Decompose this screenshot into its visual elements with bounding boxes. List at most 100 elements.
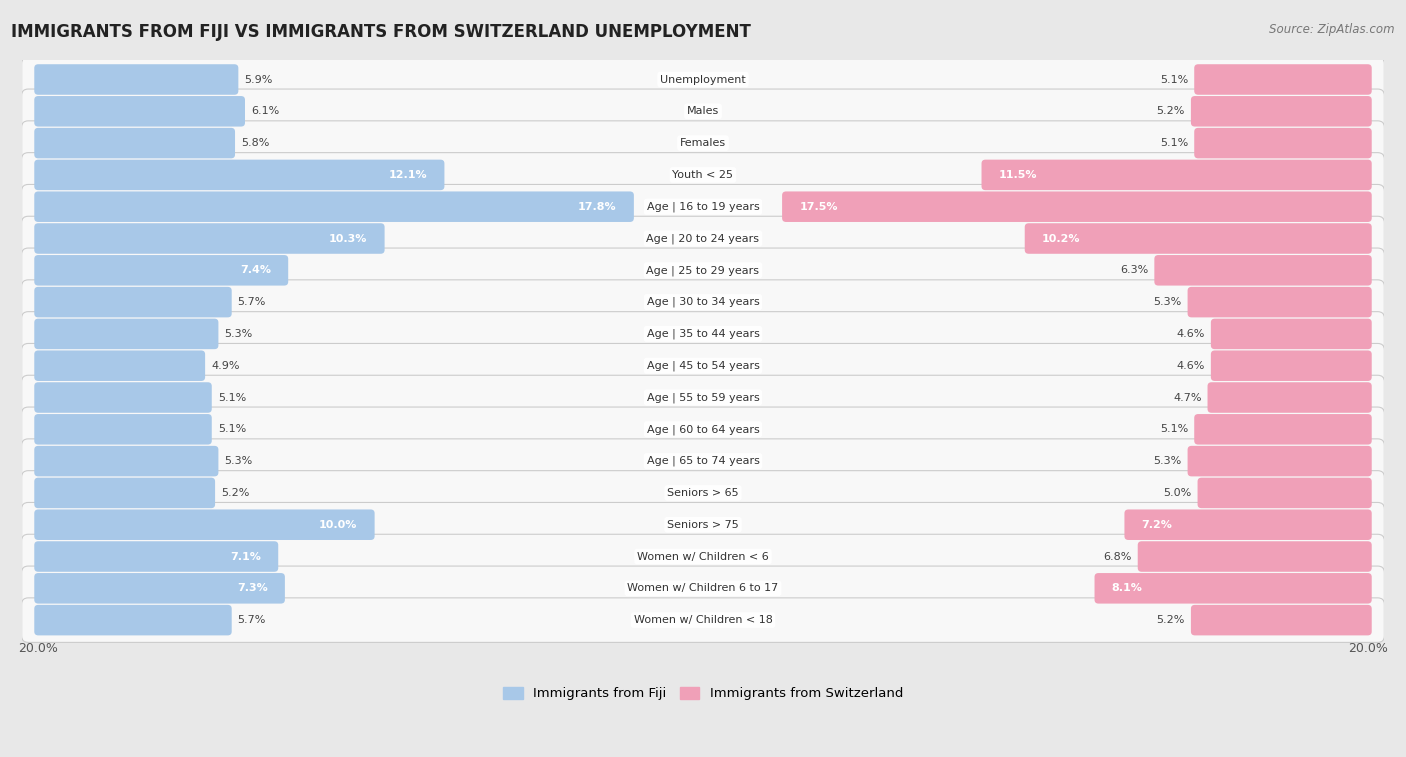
Text: 7.2%: 7.2% bbox=[1142, 520, 1173, 530]
FancyBboxPatch shape bbox=[1125, 509, 1372, 540]
FancyBboxPatch shape bbox=[21, 534, 1385, 579]
FancyBboxPatch shape bbox=[21, 248, 1385, 292]
Text: 6.1%: 6.1% bbox=[252, 106, 280, 117]
Text: 12.1%: 12.1% bbox=[388, 170, 427, 180]
Text: 5.7%: 5.7% bbox=[238, 297, 266, 307]
FancyBboxPatch shape bbox=[1191, 605, 1372, 635]
Text: Females: Females bbox=[681, 138, 725, 148]
FancyBboxPatch shape bbox=[1211, 350, 1372, 381]
FancyBboxPatch shape bbox=[34, 350, 205, 381]
Text: 11.5%: 11.5% bbox=[998, 170, 1038, 180]
Text: IMMIGRANTS FROM FIJI VS IMMIGRANTS FROM SWITZERLAND UNEMPLOYMENT: IMMIGRANTS FROM FIJI VS IMMIGRANTS FROM … bbox=[11, 23, 751, 41]
Text: Women w/ Children < 18: Women w/ Children < 18 bbox=[634, 615, 772, 625]
FancyBboxPatch shape bbox=[34, 414, 212, 444]
Text: Women w/ Children < 6: Women w/ Children < 6 bbox=[637, 552, 769, 562]
Text: 4.7%: 4.7% bbox=[1173, 393, 1202, 403]
FancyBboxPatch shape bbox=[34, 478, 215, 508]
Text: 5.3%: 5.3% bbox=[1153, 456, 1181, 466]
Text: 5.2%: 5.2% bbox=[1157, 615, 1185, 625]
FancyBboxPatch shape bbox=[1194, 64, 1372, 95]
FancyBboxPatch shape bbox=[34, 64, 239, 95]
Text: 5.8%: 5.8% bbox=[240, 138, 270, 148]
Text: Males: Males bbox=[688, 106, 718, 117]
FancyBboxPatch shape bbox=[21, 407, 1385, 452]
FancyBboxPatch shape bbox=[21, 375, 1385, 420]
FancyBboxPatch shape bbox=[21, 89, 1385, 133]
Text: Age | 16 to 19 years: Age | 16 to 19 years bbox=[647, 201, 759, 212]
Text: 5.1%: 5.1% bbox=[218, 393, 246, 403]
FancyBboxPatch shape bbox=[1025, 223, 1372, 254]
FancyBboxPatch shape bbox=[1188, 446, 1372, 476]
FancyBboxPatch shape bbox=[34, 128, 235, 158]
Text: Age | 65 to 74 years: Age | 65 to 74 years bbox=[647, 456, 759, 466]
Text: 5.0%: 5.0% bbox=[1163, 488, 1191, 498]
FancyBboxPatch shape bbox=[1094, 573, 1372, 603]
FancyBboxPatch shape bbox=[1188, 287, 1372, 317]
Text: 5.7%: 5.7% bbox=[238, 615, 266, 625]
Text: 5.1%: 5.1% bbox=[1160, 74, 1188, 85]
FancyBboxPatch shape bbox=[34, 446, 218, 476]
Text: Age | 25 to 29 years: Age | 25 to 29 years bbox=[647, 265, 759, 276]
FancyBboxPatch shape bbox=[34, 382, 212, 413]
Text: Age | 20 to 24 years: Age | 20 to 24 years bbox=[647, 233, 759, 244]
FancyBboxPatch shape bbox=[34, 192, 634, 222]
Text: 10.0%: 10.0% bbox=[319, 520, 357, 530]
FancyBboxPatch shape bbox=[1198, 478, 1372, 508]
Text: 5.1%: 5.1% bbox=[1160, 138, 1188, 148]
FancyBboxPatch shape bbox=[1208, 382, 1372, 413]
Text: 7.4%: 7.4% bbox=[240, 265, 271, 276]
Text: 5.9%: 5.9% bbox=[245, 74, 273, 85]
FancyBboxPatch shape bbox=[34, 96, 245, 126]
Text: 5.3%: 5.3% bbox=[1153, 297, 1181, 307]
Text: 4.9%: 4.9% bbox=[211, 361, 239, 371]
Text: 10.2%: 10.2% bbox=[1042, 233, 1081, 244]
Text: 4.6%: 4.6% bbox=[1177, 361, 1205, 371]
FancyBboxPatch shape bbox=[34, 319, 218, 349]
FancyBboxPatch shape bbox=[21, 185, 1385, 229]
FancyBboxPatch shape bbox=[1137, 541, 1372, 572]
FancyBboxPatch shape bbox=[34, 287, 232, 317]
Text: 17.8%: 17.8% bbox=[578, 201, 617, 212]
FancyBboxPatch shape bbox=[21, 121, 1385, 165]
FancyBboxPatch shape bbox=[1194, 128, 1372, 158]
FancyBboxPatch shape bbox=[782, 192, 1372, 222]
Text: 7.1%: 7.1% bbox=[231, 552, 262, 562]
Text: 7.3%: 7.3% bbox=[236, 584, 267, 593]
FancyBboxPatch shape bbox=[21, 471, 1385, 516]
Text: Source: ZipAtlas.com: Source: ZipAtlas.com bbox=[1270, 23, 1395, 36]
Text: 5.1%: 5.1% bbox=[1160, 425, 1188, 435]
FancyBboxPatch shape bbox=[21, 58, 1385, 101]
FancyBboxPatch shape bbox=[21, 566, 1385, 611]
Text: 4.6%: 4.6% bbox=[1177, 329, 1205, 339]
FancyBboxPatch shape bbox=[34, 160, 444, 190]
Text: 20.0%: 20.0% bbox=[1348, 642, 1388, 656]
Text: 5.1%: 5.1% bbox=[218, 425, 246, 435]
Text: Age | 35 to 44 years: Age | 35 to 44 years bbox=[647, 329, 759, 339]
Text: Seniors > 65: Seniors > 65 bbox=[668, 488, 738, 498]
FancyBboxPatch shape bbox=[34, 255, 288, 285]
Text: Age | 30 to 34 years: Age | 30 to 34 years bbox=[647, 297, 759, 307]
FancyBboxPatch shape bbox=[981, 160, 1372, 190]
FancyBboxPatch shape bbox=[21, 503, 1385, 547]
FancyBboxPatch shape bbox=[21, 217, 1385, 260]
FancyBboxPatch shape bbox=[1154, 255, 1372, 285]
FancyBboxPatch shape bbox=[21, 344, 1385, 388]
Text: Age | 55 to 59 years: Age | 55 to 59 years bbox=[647, 392, 759, 403]
FancyBboxPatch shape bbox=[34, 573, 285, 603]
FancyBboxPatch shape bbox=[34, 509, 374, 540]
Text: Age | 45 to 54 years: Age | 45 to 54 years bbox=[647, 360, 759, 371]
FancyBboxPatch shape bbox=[21, 439, 1385, 484]
Text: 6.3%: 6.3% bbox=[1121, 265, 1149, 276]
FancyBboxPatch shape bbox=[34, 605, 232, 635]
FancyBboxPatch shape bbox=[34, 541, 278, 572]
Text: Unemployment: Unemployment bbox=[661, 74, 745, 85]
Text: Seniors > 75: Seniors > 75 bbox=[666, 520, 740, 530]
Legend: Immigrants from Fiji, Immigrants from Switzerland: Immigrants from Fiji, Immigrants from Sw… bbox=[498, 681, 908, 706]
FancyBboxPatch shape bbox=[34, 223, 385, 254]
Text: 5.3%: 5.3% bbox=[225, 456, 253, 466]
FancyBboxPatch shape bbox=[1191, 96, 1372, 126]
FancyBboxPatch shape bbox=[21, 280, 1385, 324]
Text: 5.3%: 5.3% bbox=[225, 329, 253, 339]
Text: 6.8%: 6.8% bbox=[1104, 552, 1132, 562]
FancyBboxPatch shape bbox=[21, 312, 1385, 357]
